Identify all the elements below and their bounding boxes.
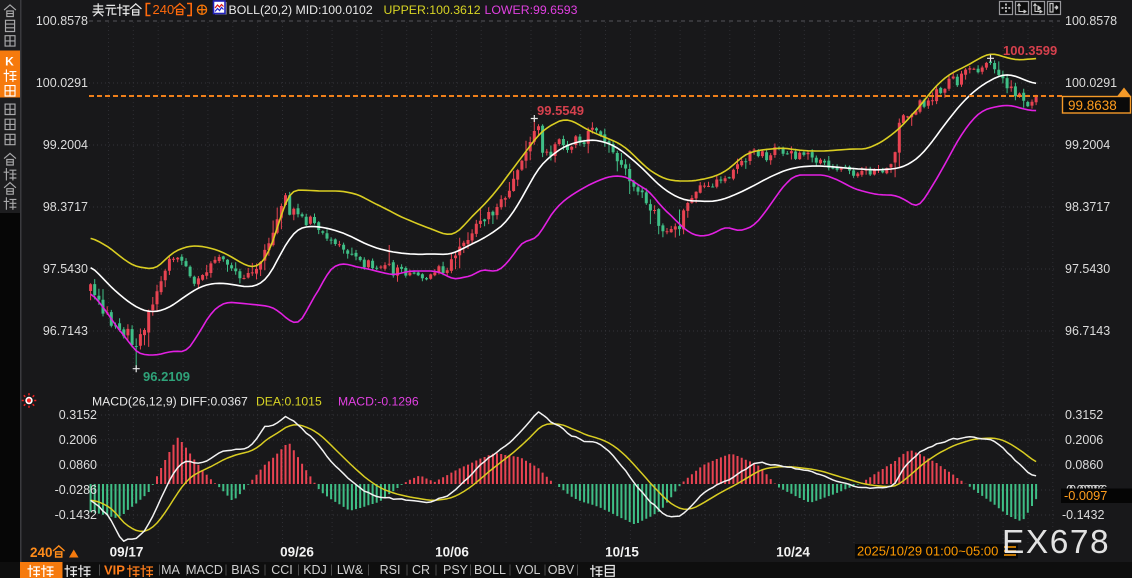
svg-text:97.5430: 97.5430 <box>1065 262 1110 276</box>
svg-text:BOLL(20,2) MID:100.0102: BOLL(20,2) MID:100.0102 <box>229 3 373 17</box>
svg-text:BIAS: BIAS <box>231 563 260 577</box>
svg-text:LW&: LW& <box>337 563 364 577</box>
svg-text:CR: CR <box>412 563 430 577</box>
svg-text:0.2006: 0.2006 <box>59 433 97 447</box>
svg-text:UPPER:100.3612: UPPER:100.3612 <box>384 3 481 17</box>
svg-text:MACD(26,12,9) DIFF:0.0367: MACD(26,12,9) DIFF:0.0367 <box>92 395 248 409</box>
svg-text:96.7143: 96.7143 <box>43 324 88 338</box>
svg-text:RSI: RSI <box>380 563 401 577</box>
svg-text:10/06: 10/06 <box>435 545 469 560</box>
svg-text:2025/10/29 01:00~05:00: 2025/10/29 01:00~05:00 <box>857 544 998 559</box>
svg-text:MA: MA <box>161 563 180 577</box>
svg-text:09/17: 09/17 <box>110 545 144 560</box>
svg-text:10/24: 10/24 <box>776 545 810 560</box>
svg-text:100.8578: 100.8578 <box>1065 14 1117 28</box>
svg-text:DEA:0.1015: DEA:0.1015 <box>256 395 322 409</box>
svg-text:99.2004: 99.2004 <box>1065 138 1110 152</box>
svg-text:-0.0097: -0.0097 <box>1064 488 1107 503</box>
svg-text:96.7143: 96.7143 <box>1065 324 1110 338</box>
svg-text:-0.1432: -0.1432 <box>1062 508 1104 522</box>
svg-text:99.2004: 99.2004 <box>43 138 88 152</box>
svg-text:240: 240 <box>153 2 175 17</box>
svg-text:MACD:-0.1296: MACD:-0.1296 <box>338 395 419 409</box>
svg-text:100.0291: 100.0291 <box>36 76 88 90</box>
svg-text:10/15: 10/15 <box>605 545 639 560</box>
svg-text:LOWER:99.6593: LOWER:99.6593 <box>485 3 578 17</box>
svg-text:0.0860: 0.0860 <box>1065 458 1103 472</box>
svg-text:OBV: OBV <box>548 563 575 577</box>
svg-text:0.0860: 0.0860 <box>59 458 97 472</box>
svg-text:KDJ: KDJ <box>303 563 327 577</box>
svg-text:98.3717: 98.3717 <box>1065 200 1110 214</box>
svg-text:VOL: VOL <box>515 563 540 577</box>
svg-text:0.2006: 0.2006 <box>1065 433 1103 447</box>
svg-text:0.3152: 0.3152 <box>59 408 97 422</box>
svg-text:240: 240 <box>30 545 53 560</box>
svg-text:BOLL: BOLL <box>474 563 506 577</box>
svg-text:MACD: MACD <box>186 563 223 577</box>
svg-text:CCI: CCI <box>271 563 293 577</box>
svg-text:EX678: EX678 <box>1002 524 1110 561</box>
svg-text:100.3599: 100.3599 <box>1003 43 1057 58</box>
svg-text:-0.0286: -0.0286 <box>55 483 97 497</box>
svg-text:K: K <box>5 55 14 69</box>
svg-text:09/26: 09/26 <box>280 545 314 560</box>
svg-text:PSY: PSY <box>443 563 469 577</box>
svg-text:100.0291: 100.0291 <box>1065 76 1117 90</box>
svg-text:99.5549: 99.5549 <box>537 103 584 118</box>
svg-text:VIP: VIP <box>104 563 125 578</box>
svg-text:-0.1432: -0.1432 <box>55 508 97 522</box>
svg-text:99.8638: 99.8638 <box>1068 98 1117 113</box>
svg-text:96.2109: 96.2109 <box>143 369 190 384</box>
svg-text:97.5430: 97.5430 <box>43 262 88 276</box>
svg-text:98.3717: 98.3717 <box>43 200 88 214</box>
svg-text:100.8578: 100.8578 <box>36 14 88 28</box>
svg-text:0.3152: 0.3152 <box>1065 408 1103 422</box>
